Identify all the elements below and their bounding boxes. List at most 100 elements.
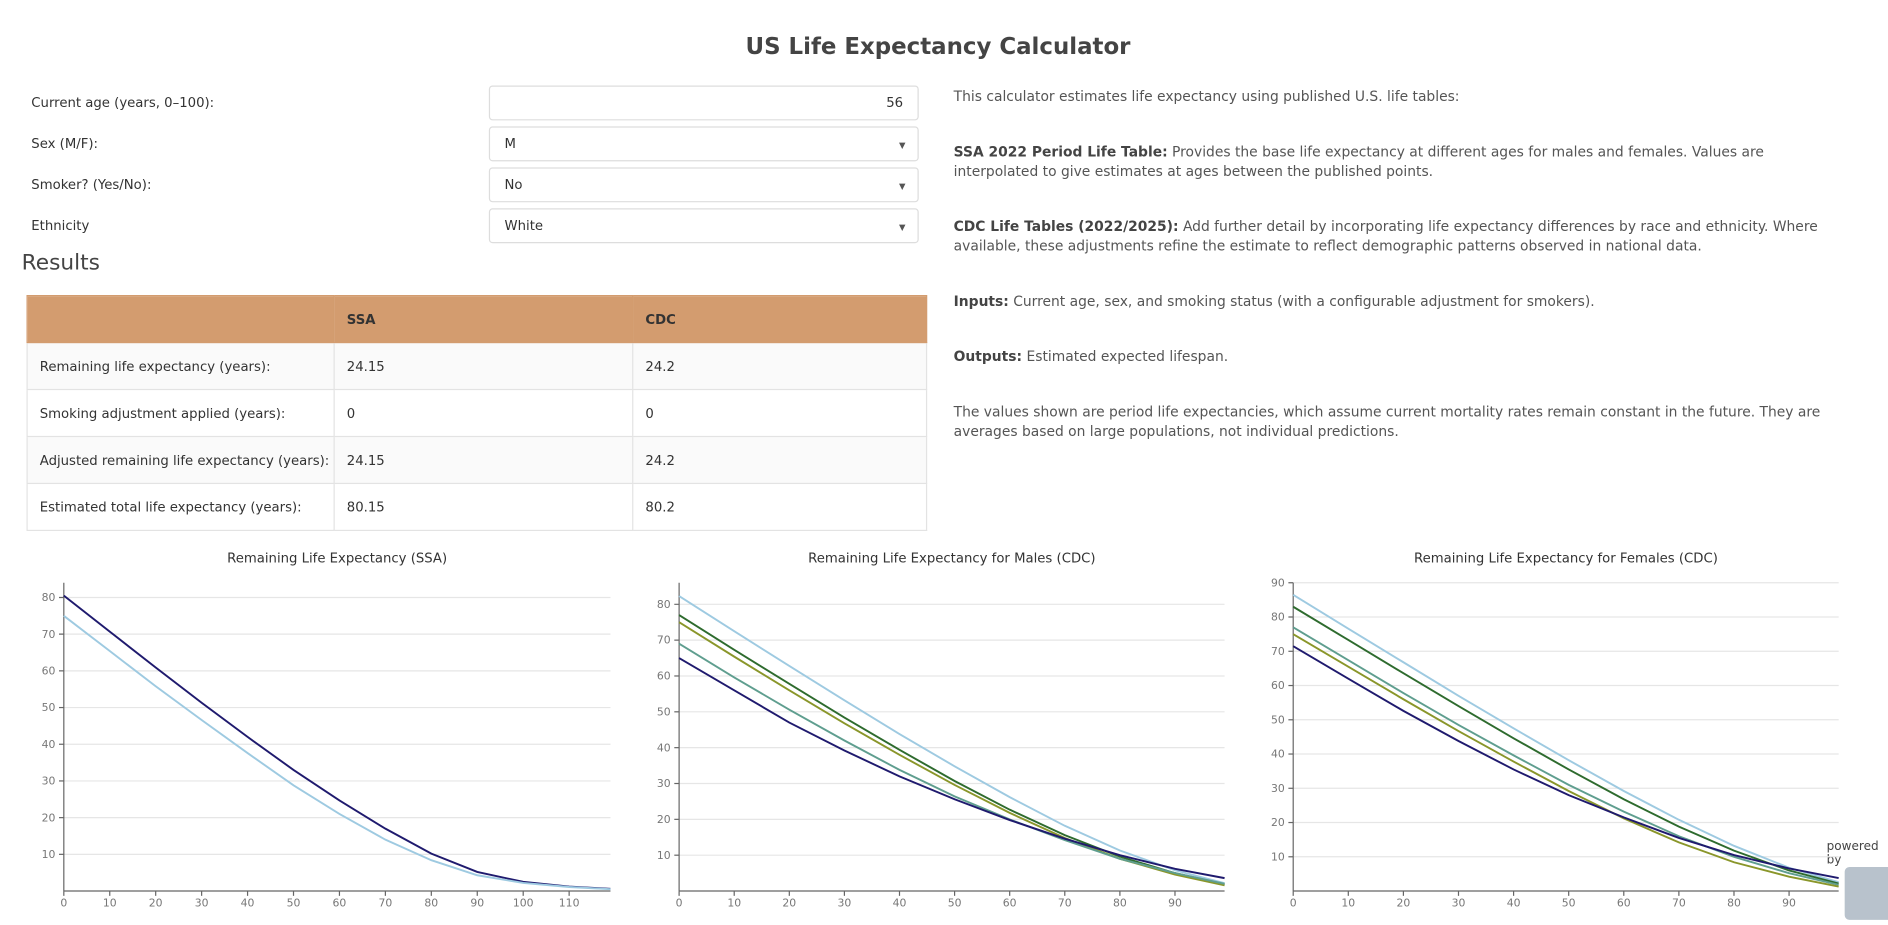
x-tick-label: 50 (1562, 897, 1576, 910)
x-tick-label: 80 (1727, 897, 1741, 910)
field-value: 56 (886, 95, 904, 111)
line-series (1292, 645, 1839, 879)
y-tick-label: 50 (42, 701, 56, 714)
x-tick-label: 40 (893, 897, 907, 910)
paragraph-text: Estimated expected lifespan. (1022, 347, 1229, 365)
chart-title: Remaining Life Expectancy (SSA) (227, 551, 447, 566)
x-tick-label: 70 (1672, 897, 1686, 910)
result-value: 0 (632, 388, 928, 438)
result-row: Estimated total life expectancy (years):… (26, 482, 928, 532)
description: This calculator estimates life expectanc… (954, 87, 1845, 477)
y-tick-label: 20 (657, 813, 671, 826)
dropdown-arrow: ▼ (898, 140, 906, 151)
row-label: Adjusted remaining life expectancy (year… (26, 435, 335, 485)
x-tick-label: 10 (1341, 897, 1355, 910)
x-tick-label: 30 (195, 897, 209, 910)
y-tick-label: 40 (42, 738, 56, 751)
row-label: Estimated total life expectancy (years): (26, 482, 335, 532)
field-label: Ethnicity (31, 217, 90, 234)
x-tick-label: 10 (727, 897, 741, 910)
x-tick-label: 40 (1507, 897, 1521, 910)
result-row: Adjusted remaining life expectancy (year… (26, 435, 928, 485)
paragraph-text: Provides the base life expectancy at dif… (953, 143, 1764, 180)
x-tick-label: 10 (103, 897, 117, 910)
y-tick-label: 60 (1271, 679, 1285, 692)
number-input[interactable]: 56 (488, 85, 919, 121)
y-tick-label: 30 (657, 777, 671, 790)
result-value: 80.15 (333, 482, 634, 532)
y-tick-label: 50 (1271, 713, 1285, 726)
paragraph-text: Current age, sex, and smoking status (wi… (1008, 292, 1595, 310)
line-series (63, 615, 611, 891)
results-table: SSA CDC Remaining life expectancy (years… (26, 295, 928, 532)
result-value: 80.2 (632, 482, 928, 532)
line-series (678, 657, 1225, 880)
page-title: US Life Expectancy Calculator (745, 33, 1131, 61)
y-tick-label: 80 (657, 598, 671, 611)
line-series (63, 594, 611, 890)
select[interactable]: No ▼ (488, 167, 919, 203)
result-value: 24.15 (333, 341, 634, 391)
y-tick-label: 50 (657, 705, 671, 718)
row-label: Smoking adjustment applied (years): (26, 388, 335, 438)
y-tick-label: 30 (42, 775, 56, 788)
field-label: Smoker? (Yes/No): (31, 177, 152, 193)
x-tick-label: 90 (470, 897, 484, 910)
paragraph-text: This calculator estimates life expectanc… (953, 87, 1460, 105)
y-tick-label: 70 (1271, 645, 1285, 658)
paragraph-heading: CDC Life Tables (2022/2025): (953, 217, 1179, 235)
paragraph: The values shown are period life expecta… (954, 402, 1845, 441)
x-tick-label: 60 (1003, 897, 1017, 910)
x-tick-label: 0 (676, 897, 683, 910)
select[interactable]: M ▼ (488, 126, 919, 162)
result-value: 24.2 (632, 341, 928, 391)
dropdown-arrow: ▼ (898, 222, 906, 233)
logo[interactable] (1844, 866, 1888, 920)
paragraph-heading: Outputs: (953, 347, 1023, 365)
dropdown-arrow: ▼ (898, 181, 906, 192)
line-series (678, 621, 1225, 887)
result-row: Smoking adjustment applied (years): 0 0 (26, 388, 928, 438)
line-series (1292, 605, 1839, 885)
x-tick-label: 60 (333, 897, 347, 910)
paragraph-heading: Inputs: (953, 292, 1009, 310)
y-tick-label: 40 (657, 741, 671, 754)
x-tick-label: 80 (424, 897, 438, 910)
paragraph-text: Add further detail by incorporating life… (953, 217, 1818, 255)
line-series (678, 642, 1225, 885)
paragraph: Inputs: Current age, sex, and smoking st… (954, 291, 1845, 310)
x-tick-label: 40 (241, 897, 255, 910)
chart-title: Remaining Life Expectancy for Males (CDC… (808, 551, 1095, 566)
field-value: M (504, 136, 516, 152)
header-row: SSA CDC (26, 295, 928, 344)
chart-title: Remaining Life Expectancy for Females (C… (1414, 551, 1718, 566)
line-series (678, 614, 1225, 886)
x-tick-label: 20 (1397, 897, 1411, 910)
charts: Remaining Life Expectancy (SSA) 10 20 30 40 5… (42, 551, 1839, 910)
x-tick-label: 50 (287, 897, 301, 910)
header-cell: CDC (632, 295, 928, 344)
x-tick-label: 30 (1452, 897, 1466, 910)
paragraph: This calculator estimates life expectanc… (954, 87, 1845, 106)
y-tick-label: 10 (657, 849, 671, 862)
y-tick-label: 30 (1271, 782, 1285, 795)
y-tick-label: 80 (42, 591, 56, 604)
result-value: 24.15 (333, 435, 634, 485)
line-series (1292, 593, 1839, 884)
select[interactable]: White ▼ (488, 208, 919, 244)
x-tick-label: 20 (149, 897, 163, 910)
field-label: Current age (years, 0–100): (31, 95, 215, 111)
y-tick-label: 80 (1271, 611, 1285, 624)
y-tick-label: 10 (42, 848, 56, 861)
y-tick-label: 40 (1271, 748, 1285, 761)
paragraph-heading: SSA 2022 Period Life Table: (953, 143, 1168, 161)
paragraph: Outputs: Estimated expected lifespan. (954, 347, 1845, 366)
y-tick-label: 20 (42, 811, 56, 824)
x-tick-label: 90 (1168, 897, 1182, 910)
line-series (1292, 626, 1839, 886)
x-tick-label: 30 (838, 897, 852, 910)
line-series (678, 595, 1225, 885)
paragraph: CDC Life Tables (2022/2025): Add further… (954, 217, 1845, 256)
y-tick-label: 70 (657, 634, 671, 647)
